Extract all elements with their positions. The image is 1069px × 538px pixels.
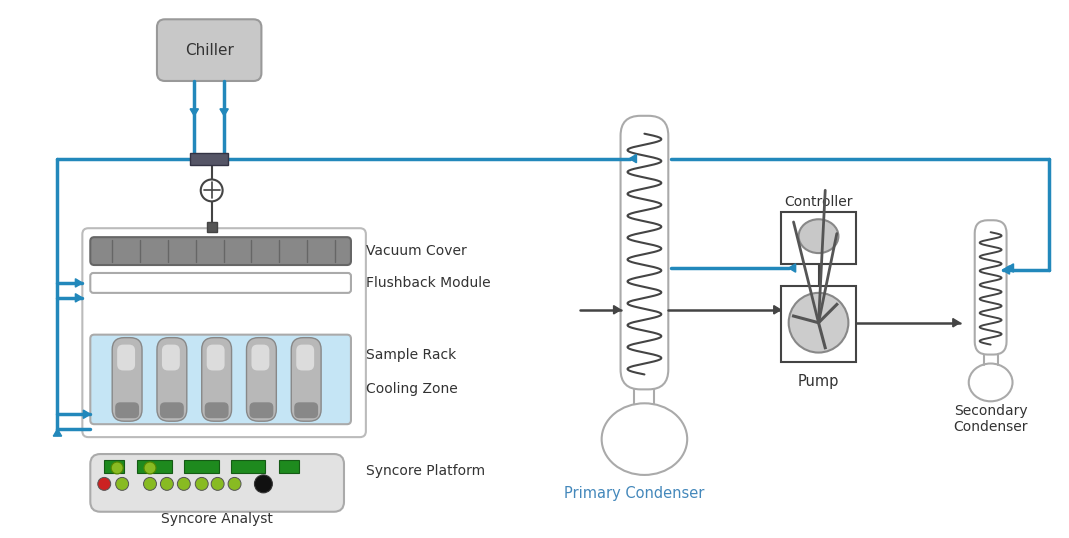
Text: Primary Condenser: Primary Condenser [564, 486, 704, 501]
Circle shape [201, 180, 222, 201]
Polygon shape [83, 410, 90, 419]
Text: Flushback Module: Flushback Module [366, 276, 491, 290]
Polygon shape [76, 294, 82, 302]
Bar [279, 460, 299, 473]
Circle shape [196, 477, 208, 490]
Circle shape [115, 477, 128, 490]
Text: Pump: Pump [797, 374, 839, 389]
Bar [780, 213, 856, 264]
FancyBboxPatch shape [118, 345, 135, 371]
Text: Vacuum Cover: Vacuum Cover [366, 244, 467, 258]
Circle shape [789, 293, 849, 352]
Circle shape [212, 477, 224, 490]
FancyBboxPatch shape [204, 402, 229, 418]
FancyBboxPatch shape [90, 273, 351, 293]
Polygon shape [614, 306, 620, 314]
FancyBboxPatch shape [249, 402, 274, 418]
Bar [190, 153, 228, 165]
FancyBboxPatch shape [975, 220, 1007, 355]
FancyBboxPatch shape [157, 338, 187, 421]
FancyBboxPatch shape [90, 237, 351, 265]
FancyBboxPatch shape [115, 402, 139, 418]
Polygon shape [630, 154, 636, 163]
FancyBboxPatch shape [294, 402, 319, 418]
Text: Cooling Zone: Cooling Zone [366, 383, 458, 397]
Circle shape [228, 477, 241, 490]
Bar [780, 286, 856, 362]
Bar [105, 460, 124, 473]
Circle shape [97, 477, 111, 490]
Text: Sample Rack: Sample Rack [366, 348, 456, 362]
Bar [231, 460, 265, 473]
Ellipse shape [969, 364, 1012, 401]
Circle shape [144, 462, 156, 474]
Polygon shape [190, 109, 199, 116]
FancyBboxPatch shape [112, 338, 142, 421]
Polygon shape [789, 264, 795, 272]
Bar [137, 460, 172, 473]
Text: Secondary
Condenser: Secondary Condenser [954, 404, 1028, 434]
FancyBboxPatch shape [202, 338, 232, 421]
FancyBboxPatch shape [90, 335, 351, 424]
Polygon shape [53, 429, 62, 436]
Bar [184, 460, 219, 473]
Text: Chiller: Chiller [185, 43, 234, 58]
FancyBboxPatch shape [251, 345, 269, 371]
Ellipse shape [602, 404, 687, 475]
FancyBboxPatch shape [157, 19, 262, 81]
Text: Syncore Analyst: Syncore Analyst [161, 512, 273, 526]
FancyBboxPatch shape [90, 454, 344, 512]
Circle shape [177, 477, 190, 490]
Polygon shape [220, 109, 229, 116]
Polygon shape [952, 318, 960, 327]
FancyBboxPatch shape [291, 338, 321, 421]
Polygon shape [1003, 266, 1009, 274]
FancyBboxPatch shape [296, 345, 314, 371]
FancyBboxPatch shape [620, 116, 668, 390]
Text: Controller: Controller [785, 195, 853, 209]
Circle shape [111, 462, 123, 474]
Polygon shape [76, 279, 82, 287]
Polygon shape [774, 306, 780, 314]
FancyBboxPatch shape [247, 338, 277, 421]
FancyBboxPatch shape [82, 228, 366, 437]
FancyBboxPatch shape [160, 402, 184, 418]
Circle shape [143, 477, 156, 490]
Circle shape [160, 477, 173, 490]
Ellipse shape [799, 220, 838, 253]
Polygon shape [1007, 264, 1013, 272]
Circle shape [254, 475, 273, 493]
FancyBboxPatch shape [206, 345, 224, 371]
Text: Syncore Platform: Syncore Platform [366, 464, 485, 478]
Bar [206, 222, 217, 232]
FancyBboxPatch shape [161, 345, 180, 371]
